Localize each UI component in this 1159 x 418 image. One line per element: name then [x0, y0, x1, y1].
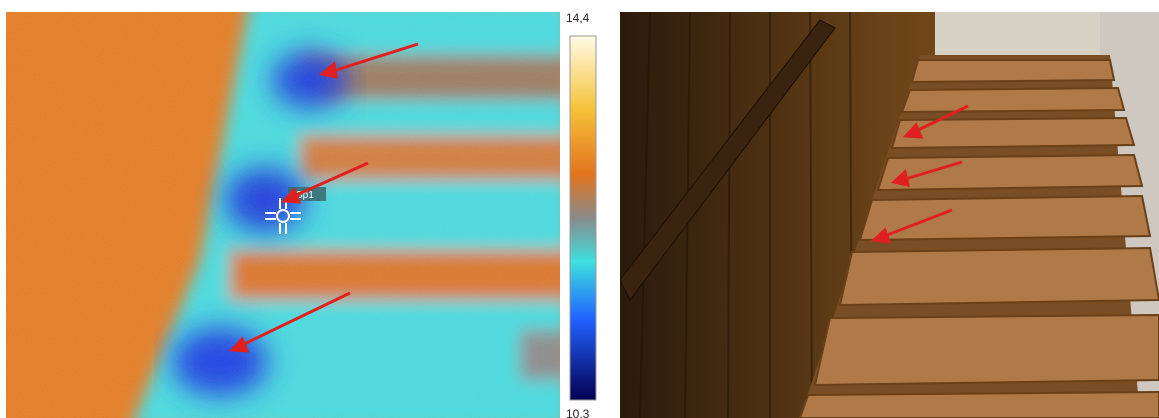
spot-label: Sp1: [296, 190, 314, 201]
arrows: [228, 42, 419, 353]
stair-photo: [620, 12, 1159, 418]
colorbar: [569, 35, 597, 401]
arrows-photo: [870, 104, 969, 244]
scale-max: 14,4: [566, 11, 590, 25]
thermal-image: Sp1: [6, 12, 560, 418]
scale-min: 10,3: [566, 407, 590, 418]
